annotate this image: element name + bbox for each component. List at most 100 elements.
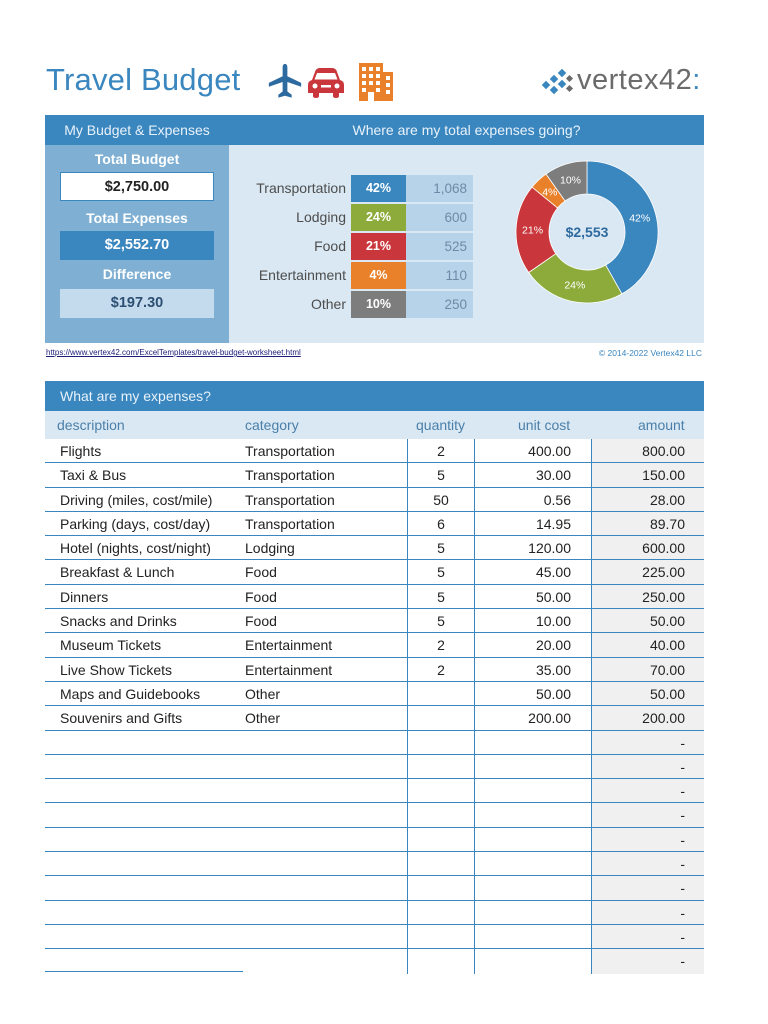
table-row: Parking (days, cost/day) Transportation 6 1…: [45, 511, 704, 537]
cell-quantity[interactable]: [407, 754, 475, 779]
cell-category[interactable]: Food: [245, 613, 277, 630]
cell-quantity[interactable]: 5: [407, 609, 475, 633]
cell-description[interactable]: Dinners: [60, 588, 109, 605]
col-amount: amount: [638, 417, 685, 433]
cell-category[interactable]: Transportation: [245, 491, 335, 508]
table-row: -: [45, 827, 704, 853]
cell-quantity[interactable]: 5: [407, 584, 475, 609]
table-row: -: [45, 803, 704, 828]
cell-unit-cost[interactable]: 10.00: [535, 613, 571, 630]
cell-quantity[interactable]: 2: [407, 439, 475, 463]
cell-category[interactable]: Lodging: [245, 540, 295, 557]
donut-label: 10%: [560, 175, 581, 187]
budget-summary-panel: My Budget & Expenses Total Budget $2,750…: [45, 115, 229, 343]
cell-quantity[interactable]: 6: [407, 511, 475, 536]
plane-icon: [268, 63, 302, 98]
donut-label: 42%: [629, 213, 650, 225]
cell-description[interactable]: Museum Tickets: [60, 637, 162, 654]
cell-category[interactable]: Transportation: [245, 467, 335, 484]
cell-quantity[interactable]: [407, 706, 475, 730]
cell-quantity[interactable]: [407, 730, 475, 754]
cell-unit-cost[interactable]: [475, 731, 591, 754]
cell-unit-cost[interactable]: [475, 901, 591, 924]
cell-category[interactable]: Entertainment: [245, 661, 333, 678]
cell-description[interactable]: Maps and Guidebooks: [60, 685, 201, 702]
cell-description[interactable]: Breakfast & Lunch: [60, 564, 175, 581]
cell-quantity[interactable]: [407, 803, 475, 827]
cell-unit-cost[interactable]: [475, 949, 591, 973]
cell-unit-cost[interactable]: [475, 925, 591, 948]
cell-quantity[interactable]: [407, 876, 475, 900]
cell-unit-cost[interactable]: 50.00: [535, 685, 571, 702]
template-link[interactable]: https://www.vertex42.com/ExcelTemplates/…: [46, 348, 301, 357]
cell-unit-cost[interactable]: 50.00: [535, 588, 571, 605]
cell-amount: -: [591, 754, 704, 779]
category-row: Lodging 24% 600: [229, 204, 489, 231]
cell-description[interactable]: Snacks and Drinks: [60, 613, 177, 630]
cell-unit-cost[interactable]: 120.00: [528, 540, 571, 557]
cell-unit-cost[interactable]: 30.00: [535, 467, 571, 484]
cell-description[interactable]: Souvenirs and Gifts: [60, 710, 183, 727]
cell-unit-cost[interactable]: [475, 852, 591, 875]
cell-unit-cost[interactable]: 200.00: [528, 710, 571, 727]
table-row: Live Show Tickets Entertainment 2 35.00 70.0…: [45, 657, 704, 682]
cell-unit-cost[interactable]: 20.00: [535, 637, 571, 654]
cell-description[interactable]: Hotel (nights, cost/night): [60, 540, 211, 557]
cell-quantity[interactable]: [407, 827, 475, 852]
cell-description[interactable]: Parking (days, cost/day): [60, 515, 211, 532]
cell-quantity[interactable]: [407, 681, 475, 706]
cell-unit-cost[interactable]: [475, 755, 591, 778]
cell-description[interactable]: Live Show Tickets: [60, 661, 173, 678]
cell-unit-cost[interactable]: [475, 828, 591, 851]
cell-quantity[interactable]: 2: [407, 633, 475, 657]
cell-quantity[interactable]: 5: [407, 536, 475, 560]
cell-unit-cost[interactable]: 35.00: [535, 661, 571, 678]
cell-quantity[interactable]: 5: [407, 560, 475, 584]
table-row: Breakfast & Lunch Food 5 45.00 225.00: [45, 560, 704, 585]
table-row: -: [45, 924, 704, 950]
cell-category[interactable]: Food: [245, 564, 277, 581]
cell-unit-cost[interactable]: [475, 876, 591, 899]
cell-category[interactable]: Transportation: [245, 515, 335, 532]
cell-amount: -: [591, 827, 704, 852]
cell-quantity[interactable]: 50: [407, 487, 475, 511]
cell-unit-cost[interactable]: 400.00: [528, 443, 571, 459]
expense-donut-chart: 42% 24% 21% 4%10% $2,553: [515, 160, 659, 304]
donut-center-total: $2,553: [566, 224, 609, 240]
cell-quantity[interactable]: [407, 900, 475, 924]
category-name: Lodging: [296, 209, 346, 225]
category-row: Other 10% 250: [229, 291, 489, 318]
cell-unit-cost[interactable]: [475, 779, 591, 802]
cell-unit-cost[interactable]: 14.95: [535, 515, 571, 532]
cell-unit-cost[interactable]: 0.56: [543, 491, 571, 508]
cell-quantity[interactable]: 5: [407, 463, 475, 487]
cell-category[interactable]: Food: [245, 588, 277, 605]
cell-quantity[interactable]: [407, 779, 475, 803]
category-name: Entertainment: [258, 267, 346, 283]
cell-amount: -: [591, 924, 704, 949]
cell-unit-cost[interactable]: 45.00: [535, 564, 571, 581]
cell-unit-cost[interactable]: [475, 803, 591, 826]
cell-category[interactable]: Transportation: [245, 443, 335, 459]
cell-quantity[interactable]: [407, 924, 475, 949]
cell-amount: -: [591, 900, 704, 924]
table-row: Museum Tickets Entertainment 2 20.00 40.00: [45, 633, 704, 658]
total-budget-input[interactable]: $2,750.00: [60, 172, 214, 201]
cell-description[interactable]: Flights: [60, 443, 102, 459]
cell-description[interactable]: Taxi & Bus: [60, 467, 127, 484]
cell-quantity[interactable]: [407, 949, 475, 974]
cell-category[interactable]: Other: [245, 685, 281, 702]
cell-amount: 600.00: [591, 536, 704, 560]
donut-label: 4%: [542, 187, 557, 199]
cell-quantity[interactable]: 2: [407, 657, 475, 681]
logo-text: vertex42:: [577, 64, 701, 96]
table-row: Dinners Food 5 50.00 250.00: [45, 584, 704, 610]
cell-quantity[interactable]: [407, 852, 475, 876]
cell-amount: 70.00: [591, 657, 704, 681]
cell-category[interactable]: Entertainment: [245, 637, 333, 654]
cell-description[interactable]: Driving (miles, cost/mile): [60, 491, 213, 508]
table-row: Snacks and Drinks Food 5 10.00 50.00: [45, 609, 704, 634]
breakdown-header: Where are my total expenses going?: [229, 115, 704, 145]
total-budget-label: Total Budget: [94, 151, 180, 167]
cell-category[interactable]: Other: [245, 710, 281, 727]
